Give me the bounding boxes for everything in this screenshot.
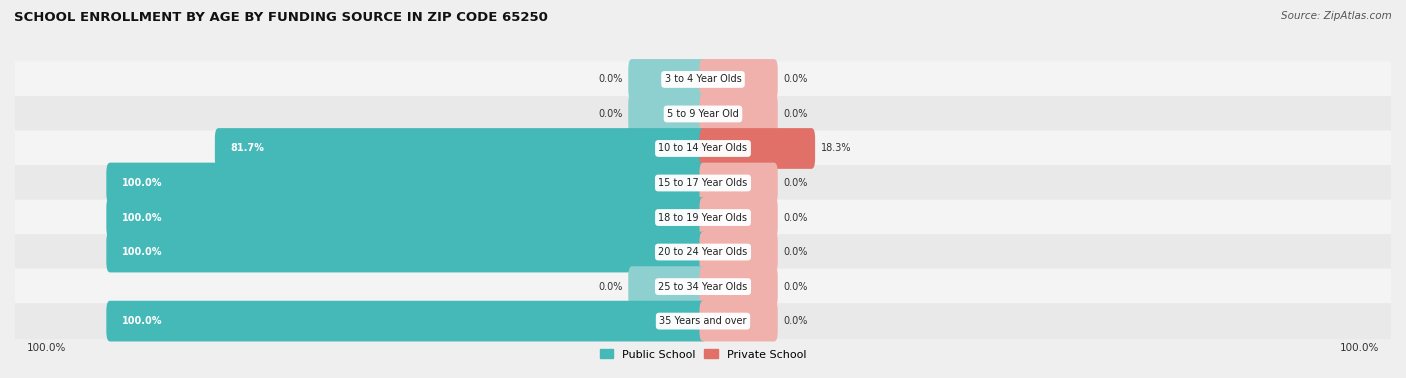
FancyBboxPatch shape [215,128,707,169]
FancyBboxPatch shape [14,303,1392,339]
Text: 20 to 24 Year Olds: 20 to 24 Year Olds [658,247,748,257]
Text: 0.0%: 0.0% [783,74,808,84]
FancyBboxPatch shape [699,94,778,134]
Text: 100.0%: 100.0% [1340,342,1379,353]
FancyBboxPatch shape [699,59,778,100]
FancyBboxPatch shape [699,197,778,238]
FancyBboxPatch shape [107,301,707,341]
FancyBboxPatch shape [628,266,707,307]
FancyBboxPatch shape [14,269,1392,305]
Text: 0.0%: 0.0% [783,178,808,188]
Text: Source: ZipAtlas.com: Source: ZipAtlas.com [1281,11,1392,21]
Text: 0.0%: 0.0% [783,247,808,257]
FancyBboxPatch shape [107,163,707,203]
FancyBboxPatch shape [14,234,1392,270]
FancyBboxPatch shape [699,232,778,273]
Text: 100.0%: 100.0% [122,178,162,188]
Text: 100.0%: 100.0% [122,247,162,257]
Text: 35 Years and over: 35 Years and over [659,316,747,326]
Text: 0.0%: 0.0% [598,282,623,291]
Text: 5 to 9 Year Old: 5 to 9 Year Old [666,109,740,119]
FancyBboxPatch shape [699,163,778,203]
Text: 81.7%: 81.7% [231,144,264,153]
Text: SCHOOL ENROLLMENT BY AGE BY FUNDING SOURCE IN ZIP CODE 65250: SCHOOL ENROLLMENT BY AGE BY FUNDING SOUR… [14,11,548,24]
FancyBboxPatch shape [699,301,778,341]
FancyBboxPatch shape [14,62,1392,98]
Text: 100.0%: 100.0% [27,342,66,353]
Text: 100.0%: 100.0% [122,212,162,223]
Text: 0.0%: 0.0% [783,212,808,223]
FancyBboxPatch shape [628,94,707,134]
Legend: Public School, Private School: Public School, Private School [595,345,811,364]
Text: 0.0%: 0.0% [598,109,623,119]
FancyBboxPatch shape [14,96,1392,132]
FancyBboxPatch shape [14,200,1392,235]
FancyBboxPatch shape [107,197,707,238]
Text: 18 to 19 Year Olds: 18 to 19 Year Olds [658,212,748,223]
Text: 100.0%: 100.0% [122,316,162,326]
Text: 0.0%: 0.0% [783,316,808,326]
Text: 10 to 14 Year Olds: 10 to 14 Year Olds [658,144,748,153]
FancyBboxPatch shape [699,128,815,169]
Text: 3 to 4 Year Olds: 3 to 4 Year Olds [665,74,741,84]
FancyBboxPatch shape [107,232,707,273]
FancyBboxPatch shape [628,59,707,100]
Text: 0.0%: 0.0% [598,74,623,84]
FancyBboxPatch shape [14,130,1392,166]
FancyBboxPatch shape [699,266,778,307]
Text: 25 to 34 Year Olds: 25 to 34 Year Olds [658,282,748,291]
Text: 18.3%: 18.3% [821,144,852,153]
Text: 0.0%: 0.0% [783,109,808,119]
Text: 0.0%: 0.0% [783,282,808,291]
FancyBboxPatch shape [14,165,1392,201]
Text: 15 to 17 Year Olds: 15 to 17 Year Olds [658,178,748,188]
